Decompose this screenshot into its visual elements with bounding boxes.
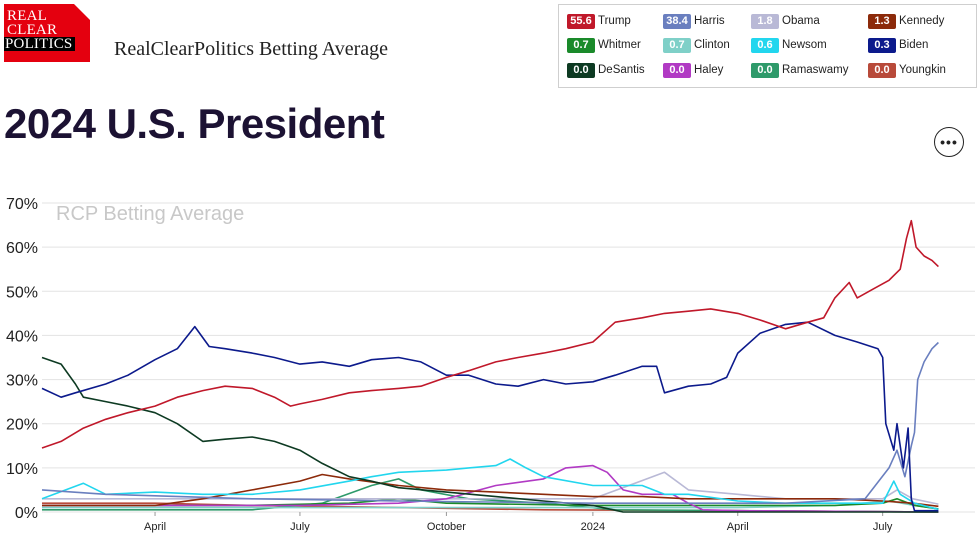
y-tick-label: 10% bbox=[6, 461, 38, 478]
legend-value: 0.7 bbox=[663, 37, 691, 53]
legend-item-ramaswamy[interactable]: 0.0 Ramaswamy bbox=[751, 62, 848, 78]
legend-value: 0.3 bbox=[868, 37, 896, 53]
line-chart: 0% 10% 20% 30% 40% 50% 60% 70% April July October… bbox=[6, 196, 975, 533]
logo-line-1: REAL bbox=[7, 8, 47, 24]
chart-grid bbox=[42, 202, 975, 513]
legend-label: Biden bbox=[899, 39, 929, 51]
logo-line-3: POLITICS bbox=[4, 37, 76, 52]
legend-value: 0.7 bbox=[567, 37, 595, 53]
legend-label: Ramaswamy bbox=[782, 64, 849, 76]
x-tick-label: April bbox=[144, 521, 166, 533]
series-lines bbox=[41, 219, 939, 513]
series-line-whitmer[interactable] bbox=[42, 497, 939, 510]
legend-item-trump[interactable]: 55.6 Trump bbox=[567, 13, 631, 29]
legend-item-desantis[interactable]: 0.0 DeSantis bbox=[567, 62, 645, 78]
legend-value: 38.4 bbox=[663, 13, 691, 29]
legend-label: Haley bbox=[694, 64, 724, 76]
more-options-button[interactable]: ••• bbox=[934, 127, 964, 157]
legend-value: 1.3 bbox=[868, 13, 896, 29]
x-tick-label: July bbox=[290, 521, 310, 533]
series-line-desantis[interactable] bbox=[41, 356, 939, 513]
rcp-logo[interactable]: REAL CLEAR POLITICS bbox=[4, 4, 90, 62]
legend-value: 55.6 bbox=[567, 13, 595, 29]
legend-label: Harris bbox=[694, 15, 725, 27]
legend-label: Newsom bbox=[782, 39, 827, 51]
y-tick-label: 50% bbox=[6, 284, 38, 301]
legend-label: DeSantis bbox=[598, 64, 645, 76]
legend-value: 1.8 bbox=[751, 13, 779, 29]
series-line-trump[interactable] bbox=[41, 219, 939, 449]
y-tick-label: 60% bbox=[6, 240, 38, 257]
legend-item-clinton[interactable]: 0.7 Clinton bbox=[663, 37, 730, 53]
chart-watermark: RCP Betting Average bbox=[56, 203, 244, 225]
series-line-biden[interactable] bbox=[41, 321, 939, 512]
legend-value: 0.0 bbox=[567, 62, 595, 78]
logo-line-2: CLEAR bbox=[7, 22, 58, 38]
y-tick-label: 40% bbox=[6, 328, 38, 345]
legend-value: 0.0 bbox=[868, 62, 896, 78]
y-tick-label: 0% bbox=[15, 505, 38, 522]
series-line-kennedy[interactable] bbox=[42, 473, 939, 508]
x-tick-label: July bbox=[873, 521, 893, 533]
legend-value: 0.0 bbox=[751, 62, 779, 78]
series-line-haley[interactable] bbox=[42, 464, 939, 513]
y-tick-label: 20% bbox=[6, 417, 38, 434]
x-tick-label: October bbox=[427, 521, 466, 533]
legend-label: Clinton bbox=[694, 39, 730, 51]
legend-label: Whitmer bbox=[598, 39, 641, 51]
page-title: 2024 U.S. President bbox=[4, 100, 385, 147]
legend-label: Youngkin bbox=[899, 64, 946, 76]
chart-legend: 55.6 Trump 38.4 Harris 1.8 Obama 1.3 Kennedy 0.7… bbox=[558, 4, 977, 88]
legend-label: Obama bbox=[782, 15, 820, 27]
x-axis: April July October 2024 April July bbox=[144, 512, 893, 533]
y-tick-label: 70% bbox=[6, 196, 38, 213]
legend-label: Kennedy bbox=[899, 15, 945, 27]
y-axis: 0% 10% 20% 30% 40% 50% 60% 70% bbox=[6, 196, 38, 522]
legend-item-youngkin[interactable]: 0.0 Youngkin bbox=[868, 62, 946, 78]
legend-label: Trump bbox=[598, 15, 631, 27]
logo-corner bbox=[74, 4, 90, 20]
legend-item-obama[interactable]: 1.8 Obama bbox=[751, 13, 820, 29]
legend-item-kennedy[interactable]: 1.3 Kennedy bbox=[868, 13, 944, 29]
page-subtitle: RealClearPolitics Betting Average bbox=[114, 38, 389, 60]
legend-item-biden[interactable]: 0.3 Biden bbox=[868, 37, 928, 53]
x-tick-label: April bbox=[727, 521, 749, 533]
series-line-newsom[interactable] bbox=[41, 458, 939, 511]
legend-item-whitmer[interactable]: 0.7 Whitmer bbox=[567, 37, 641, 53]
legend-value: 0.6 bbox=[751, 37, 779, 53]
series-line-clinton[interactable] bbox=[42, 500, 939, 510]
series-line-ramaswamy[interactable] bbox=[42, 478, 939, 513]
legend-item-haley[interactable]: 0.0 Haley bbox=[663, 62, 723, 78]
series-line-harris[interactable] bbox=[41, 341, 939, 505]
series-line-obama[interactable] bbox=[42, 471, 939, 505]
legend-value: 0.0 bbox=[663, 62, 691, 78]
y-tick-label: 30% bbox=[6, 373, 38, 390]
x-tick-label: 2024 bbox=[581, 521, 605, 533]
legend-item-newsom[interactable]: 0.6 Newsom bbox=[751, 37, 827, 53]
legend-item-harris[interactable]: 38.4 Harris bbox=[663, 13, 725, 29]
